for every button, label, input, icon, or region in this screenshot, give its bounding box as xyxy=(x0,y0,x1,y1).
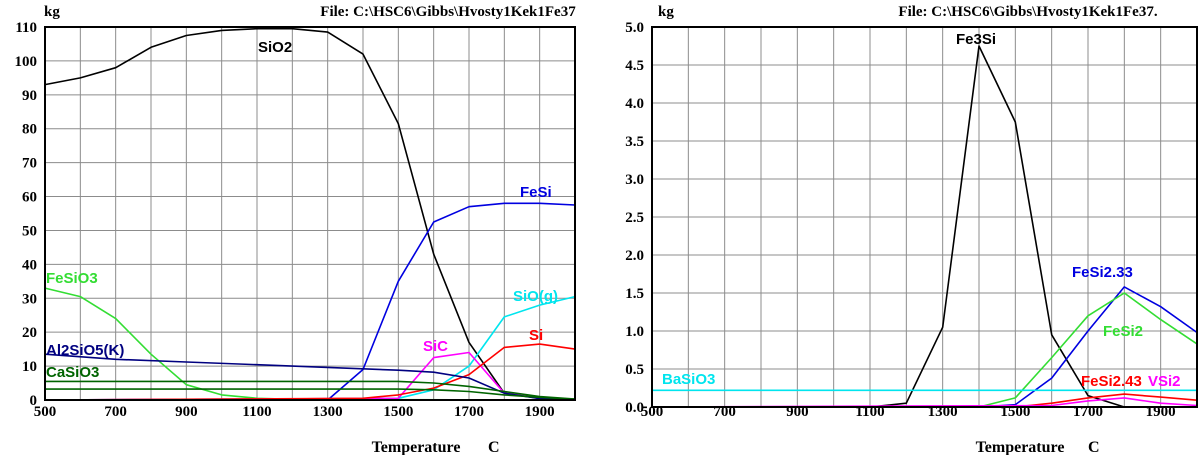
left-series-line-al2sio5-k-6 xyxy=(44,353,576,401)
label-fesi: FeSi xyxy=(520,184,552,201)
left-y-tick-label: 0 xyxy=(30,393,38,409)
chart-right-y-ticks: 0.0 0.5 1.0 1.5 2.0 2.5 3.0 3.5 4.0 4.5 5.0 xyxy=(625,20,644,416)
label-casio3: CaSiO3 xyxy=(46,364,99,381)
label-sio-g: SiO(g) xyxy=(513,288,558,305)
label-vsi2: VSi2 xyxy=(1148,373,1181,390)
left-series-line-fesi-1 xyxy=(45,202,576,401)
right-y-tick-label: 4.5 xyxy=(625,58,644,74)
right-x-tick-label: 900 xyxy=(786,404,809,420)
left-y-tick-label: 10 xyxy=(22,359,37,375)
label-fesi2-43: FeSi2.43 xyxy=(1081,373,1142,390)
right-y-tick-label: 3.5 xyxy=(625,134,644,150)
left-y-tick-label: 70 xyxy=(22,156,37,172)
right-x-tick-label: 500 xyxy=(641,404,664,420)
left-x-tick-label: 700 xyxy=(104,404,127,420)
chart-right-series xyxy=(651,45,1198,408)
left-series-line-si-5 xyxy=(44,343,576,401)
right-x-tick-label: 1700 xyxy=(1073,404,1103,420)
chart-left-ylabel: kg xyxy=(44,4,60,20)
chart-left-x-ticks: 500 700 900 1100 1300 1500 1700 1900 xyxy=(34,404,555,420)
right-y-tick-label: 4.0 xyxy=(625,96,644,112)
left-y-tick-label: 40 xyxy=(22,257,37,273)
right-y-tick-label: 2.5 xyxy=(625,210,644,226)
left-x-tick-label: 1100 xyxy=(242,404,271,420)
left-y-tick-label: 110 xyxy=(15,20,37,36)
chart-left-file-label: File: C:\HSC6\Gibbs\Hvosty1Kek1Fe37 xyxy=(320,4,576,20)
left-x-tick-label: 900 xyxy=(175,404,198,420)
left-y-tick-label: 100 xyxy=(15,54,38,70)
chart-right-ylabel: kg xyxy=(658,4,674,20)
chart-right-x-ticks: 500 700 900 1100 1300 1500 1700 1900 xyxy=(641,404,1176,420)
right-x-tick-label: 1300 xyxy=(928,404,958,420)
chart-right-frame xyxy=(651,26,1198,408)
right-x-tick-label: 1500 xyxy=(1000,404,1030,420)
right-y-tick-label: 0.0 xyxy=(625,400,644,416)
right-series-line-vsi2-5 xyxy=(651,397,1198,408)
left-y-tick-label: 90 xyxy=(22,88,37,104)
chart-right-grid xyxy=(651,26,1198,408)
right-x-tick-label: 1900 xyxy=(1146,404,1176,420)
right-y-tick-label: 3.0 xyxy=(625,172,644,188)
left-series-line-sio-g-3 xyxy=(44,295,576,401)
chart-left-series xyxy=(44,27,576,401)
label-al2sio5: Al2SiO5(K) xyxy=(46,342,124,359)
right-y-tick-label: 2.0 xyxy=(625,248,644,264)
chart-right: kg File: C:\HSC6\Gibbs\Hvosty1Kek1Fe37. … xyxy=(625,4,1198,455)
label-fe3si: Fe3Si xyxy=(956,31,996,48)
right-y-tick-label: 1.5 xyxy=(625,286,644,302)
left-y-tick-label: 50 xyxy=(22,223,37,239)
label-basio3: BaSiO3 xyxy=(662,371,715,388)
left-series-line-sio2-0 xyxy=(44,27,576,400)
label-si: Si xyxy=(529,327,543,344)
label-sio2: SiO2 xyxy=(258,39,292,56)
left-y-tick-label: 80 xyxy=(22,122,37,138)
left-x-tick-label: 1300 xyxy=(313,404,343,420)
right-x-tick-label: 1100 xyxy=(855,404,884,420)
chart-left-xunit: C xyxy=(488,439,500,455)
left-y-tick-label: 20 xyxy=(22,325,37,341)
chart-left: kg File: C:\HSC6\Gibbs\Hvosty1Kek1Fe37 0… xyxy=(15,4,577,455)
right-series-line-fe3si-0 xyxy=(652,45,1197,408)
left-y-tick-label: 60 xyxy=(22,190,37,206)
chart-left-grid xyxy=(44,26,576,401)
right-y-tick-label: 0.5 xyxy=(625,362,644,378)
chart-left-y-ticks: 0 10 20 30 40 50 60 70 80 90 100 110 xyxy=(15,20,38,409)
chart-left-xlabel: Temperature xyxy=(372,439,461,455)
right-y-tick-label: 5.0 xyxy=(625,20,644,36)
label-fesio3: FeSiO3 xyxy=(46,270,98,287)
left-y-tick-label: 30 xyxy=(22,291,37,307)
left-x-tick-label: 1700 xyxy=(454,404,484,420)
left-x-tick-label: 1500 xyxy=(383,404,413,420)
label-fesi2-33: FeSi2.33 xyxy=(1072,264,1133,281)
left-series-line-unlabeled-8 xyxy=(45,388,576,401)
chart-left-frame xyxy=(44,26,576,401)
label-sic: SiC xyxy=(423,338,448,355)
left-x-tick-label: 500 xyxy=(34,404,57,420)
right-x-tick-label: 700 xyxy=(713,404,736,420)
left-x-tick-label: 1900 xyxy=(525,404,555,420)
label-fesi2: FeSi2 xyxy=(1103,323,1143,340)
chart-right-xunit: C xyxy=(1088,439,1100,455)
chart-right-xlabel: Temperature xyxy=(976,439,1065,455)
chart-right-file-label: File: C:\HSC6\Gibbs\Hvosty1Kek1Fe37. xyxy=(898,4,1157,20)
right-y-tick-label: 1.0 xyxy=(625,324,644,340)
